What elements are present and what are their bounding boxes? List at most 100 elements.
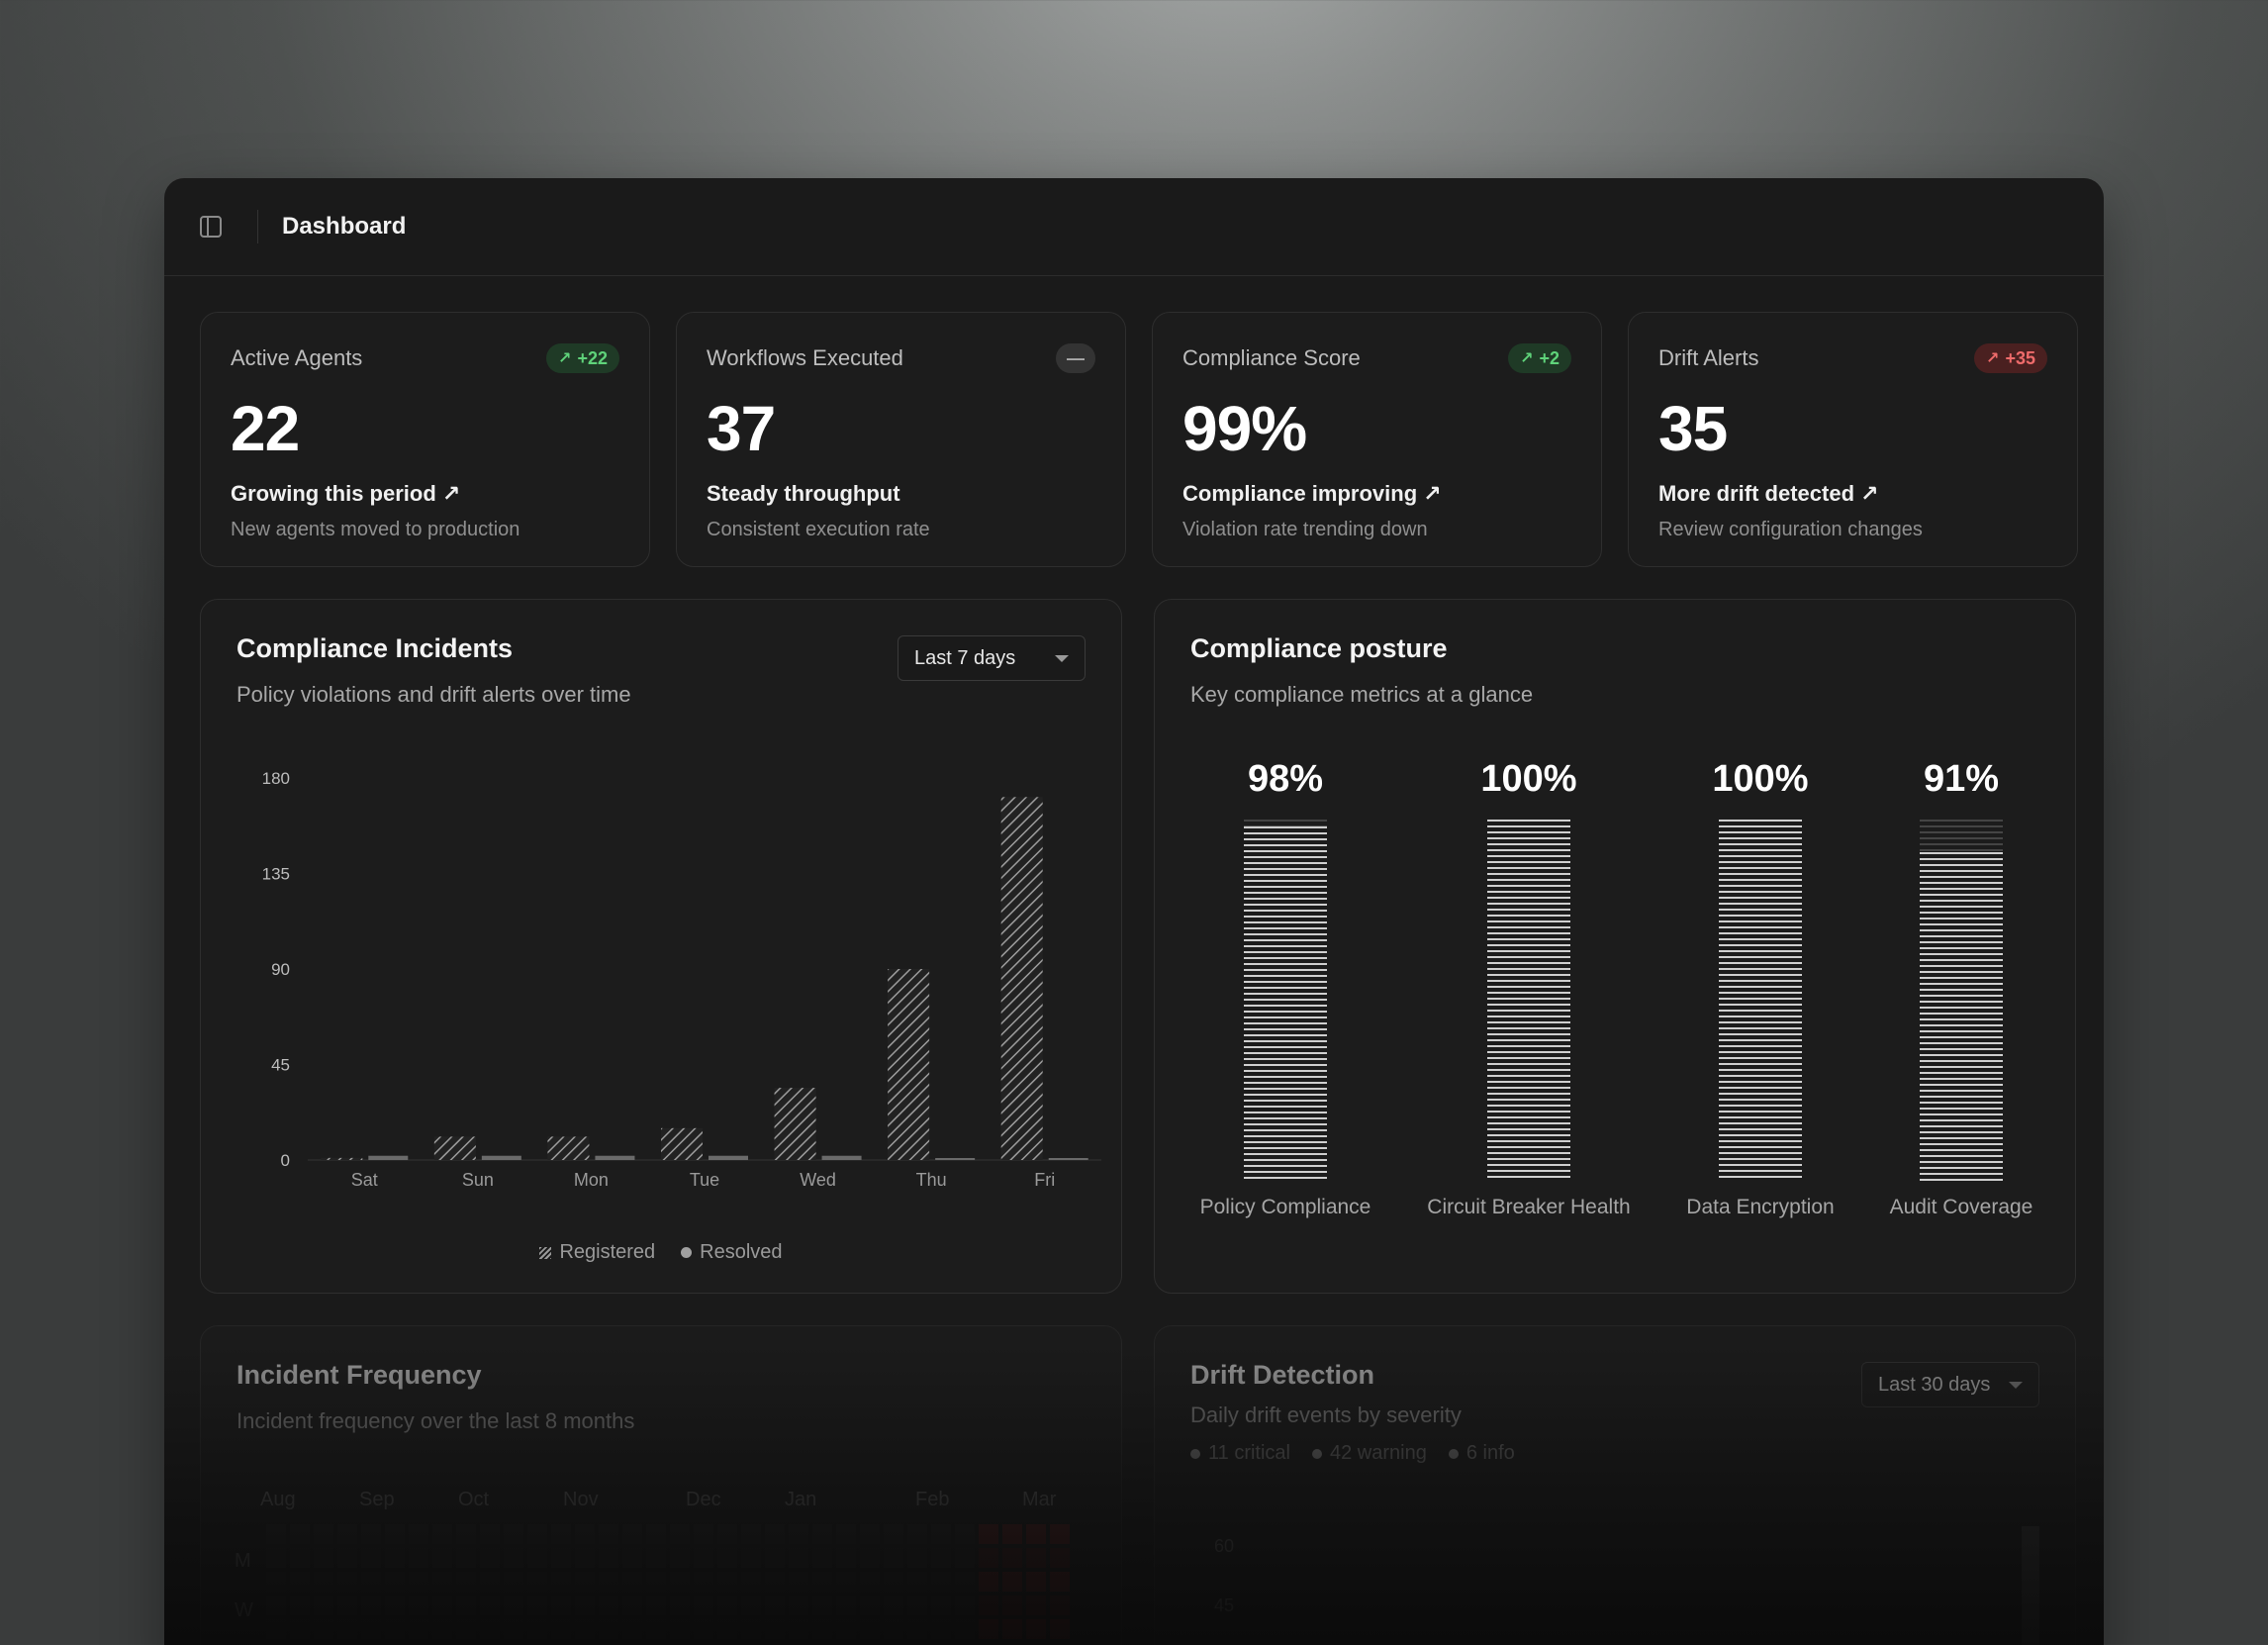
heatmap-cell: [789, 1619, 808, 1639]
x-tick-label: Mon: [574, 1170, 609, 1190]
heatmap-cell: [266, 1572, 286, 1592]
heatmap-cell: [385, 1548, 405, 1568]
heatmap-cell: [860, 1596, 880, 1615]
heatmap-cell: [575, 1572, 595, 1592]
heatmap-month-label: Jan: [785, 1489, 817, 1510]
heatmap-cell: [266, 1619, 286, 1639]
heatmap-cell: [789, 1596, 808, 1615]
stat-label: Active Agents: [231, 345, 363, 370]
heatmap-cell: [646, 1596, 666, 1615]
incident-frequency-panel: Incident Frequency Incident frequency ov…: [200, 1325, 1122, 1645]
app-window: Dashboard Active Agents ↗ +22 22 Growing …: [164, 178, 2104, 1645]
heatmap-cell: [575, 1548, 595, 1568]
metric-bar-remainder: [1244, 820, 1327, 827]
heatmap-cell: [290, 1548, 310, 1568]
legend-resolved[interactable]: Resolved: [681, 1241, 783, 1264]
panel-title: Compliance posture: [1190, 633, 1448, 663]
heatmap-cell: [979, 1524, 998, 1544]
heatmap-cell: [504, 1572, 523, 1592]
heatmap-cell: [480, 1572, 500, 1592]
heatmap-cell: [789, 1548, 808, 1568]
heatmap-cell: [551, 1619, 571, 1639]
y-tick-label: 135: [262, 865, 290, 884]
heatmap-cell: [1050, 1572, 1070, 1592]
heatmap-cell: [599, 1548, 618, 1568]
stat-badge: ↗ +22: [546, 343, 619, 373]
heatmap-cell: [266, 1596, 286, 1615]
sidebar-toggle-icon[interactable]: [200, 216, 222, 238]
heatmap-cell: [432, 1548, 452, 1568]
heatmap-cell: [504, 1524, 523, 1544]
heatmap-cell: [955, 1524, 975, 1544]
posture-metric: 100% Circuit Breaker Health: [1410, 758, 1648, 1218]
legend-warning[interactable]: 42 warning: [1312, 1442, 1427, 1465]
bar-resolved: [368, 1155, 409, 1160]
heatmap-cell: [670, 1524, 690, 1544]
heatmap-cell: [860, 1548, 880, 1568]
bar-registered: [774, 1088, 816, 1160]
heatmap-cell: [527, 1524, 547, 1544]
heatmap-cell: [337, 1572, 357, 1592]
stat-value: 99%: [1182, 393, 1307, 464]
incident-heatmap: [266, 1524, 1070, 1639]
legend-registered[interactable]: Registered: [539, 1241, 655, 1264]
heatmap-cell: [765, 1572, 785, 1592]
heatmap-cell: [599, 1596, 618, 1615]
posture-metric: 91% Audit Coverage: [1843, 758, 2080, 1218]
heatmap-cell: [575, 1524, 595, 1544]
heatmap-cell: [432, 1619, 452, 1639]
heatmap-cell: [504, 1548, 523, 1568]
heatmap-cell: [432, 1524, 452, 1544]
heatmap-cell: [385, 1596, 405, 1615]
metric-value: 98%: [1247, 758, 1324, 800]
drift-range-select[interactable]: Last 30 days: [1861, 1362, 2039, 1407]
heatmap-cell: [741, 1524, 761, 1544]
heatmap-cell: [456, 1619, 476, 1639]
heatmap-cell: [694, 1572, 713, 1592]
heatmap-cell: [527, 1572, 547, 1592]
heatmap-cell: [480, 1548, 500, 1568]
top-bar: Dashboard: [164, 178, 2104, 276]
date-range-select[interactable]: Last 7 days: [898, 635, 1086, 681]
trending-up-icon: ↗: [1423, 481, 1442, 506]
heatmap-month-label: Aug: [260, 1489, 296, 1510]
chevron-down-icon: [1055, 655, 1069, 662]
heatmap-cell: [812, 1548, 832, 1568]
heatmap-month-label: Feb: [915, 1489, 950, 1510]
stat-trend: Compliance improving ↗: [1182, 481, 1442, 506]
heatmap-cell: [955, 1572, 975, 1592]
heatmap-cell: [314, 1572, 333, 1592]
heatmap-cell: [907, 1548, 927, 1568]
heatmap-cell: [290, 1619, 310, 1639]
x-tick-label: Sat: [351, 1170, 378, 1190]
stat-card-drift-alerts: Drift Alerts ↗ +35 35 More drift detected…: [1628, 312, 2078, 567]
heatmap-cell: [480, 1596, 500, 1615]
bar-resolved: [709, 1155, 748, 1160]
legend-info[interactable]: 6 info: [1448, 1442, 1515, 1465]
heatmap-cell: [670, 1596, 690, 1615]
heatmap-cell: [1002, 1596, 1022, 1615]
x-tick-label: Thu: [916, 1170, 947, 1190]
heatmap-cell: [622, 1572, 642, 1592]
heatmap-cell: [432, 1572, 452, 1592]
stat-badge: ↗ +2: [1508, 343, 1571, 373]
heatmap-cell: [361, 1596, 381, 1615]
heatmap-cell: [884, 1524, 903, 1544]
heatmap-cell: [290, 1572, 310, 1592]
metric-bar: [1920, 851, 2003, 1181]
heatmap-cell: [266, 1524, 286, 1544]
heatmap-cell: [622, 1619, 642, 1639]
stat-trend: More drift detected ↗: [1658, 481, 1879, 506]
heatmap-cell: [337, 1619, 357, 1639]
panel-title: Incident Frequency: [236, 1360, 482, 1390]
heatmap-cell: [314, 1619, 333, 1639]
metric-bar: [1487, 820, 1570, 1181]
posture-metrics: 98% Policy Compliance 100% Circuit Breaker …: [1155, 758, 2075, 1253]
heatmap-cell: [765, 1548, 785, 1568]
metric-bar-remainder: [1920, 820, 2003, 852]
heatmap-cell: [385, 1524, 405, 1544]
heatmap-cell: [907, 1524, 927, 1544]
x-tick-label: Tue: [690, 1170, 719, 1190]
legend-critical[interactable]: 11 critical: [1190, 1442, 1290, 1465]
trending-up-icon: ↗: [441, 481, 461, 506]
